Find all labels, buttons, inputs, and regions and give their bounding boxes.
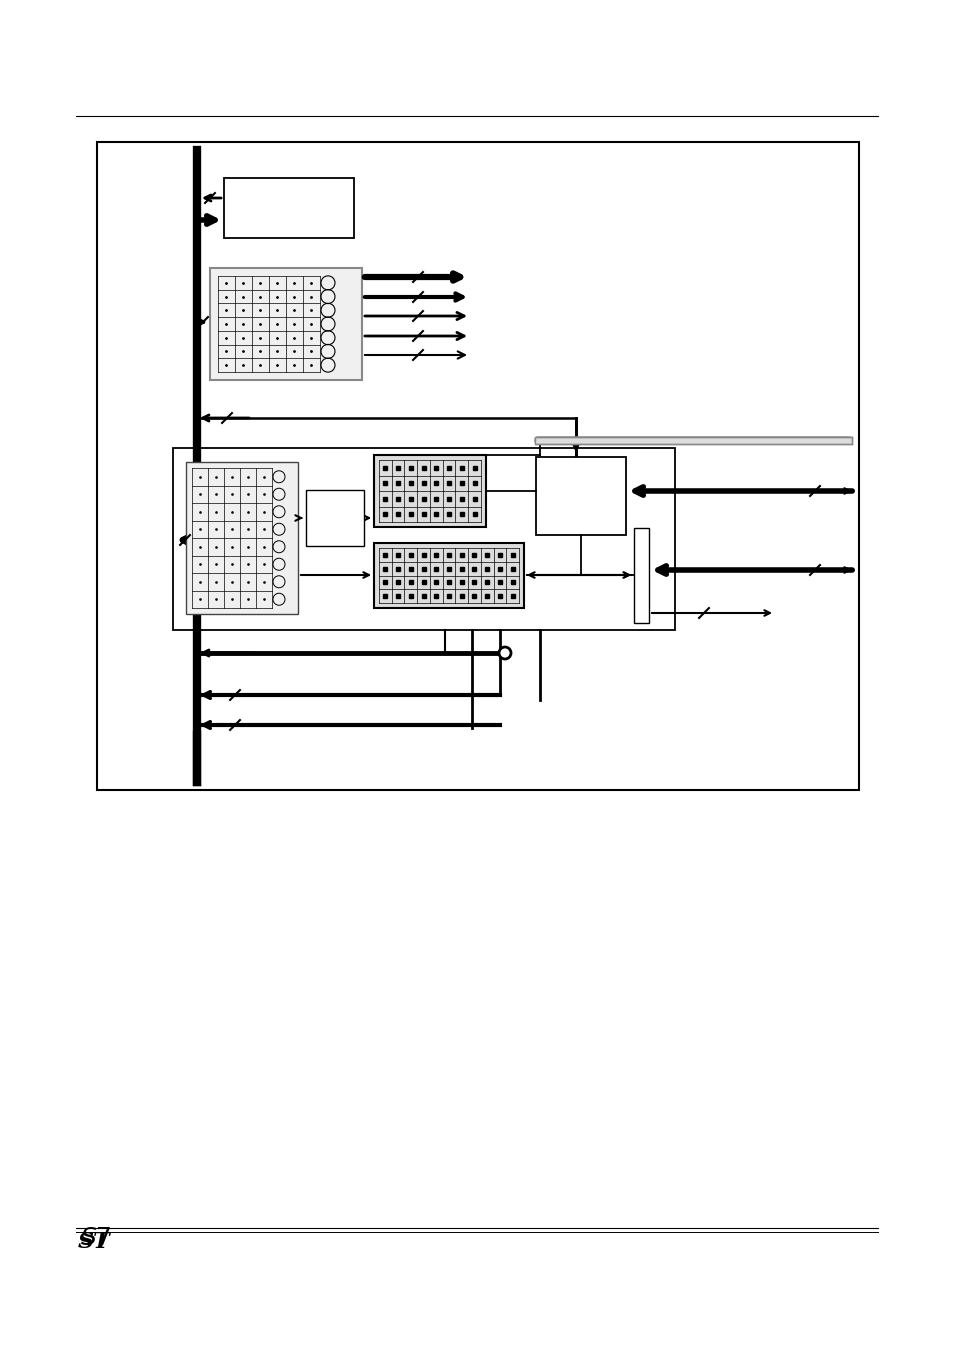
Bar bbox=[224, 178, 354, 238]
Circle shape bbox=[498, 647, 511, 659]
Text: $\mathbf{\it{S7}}$: $\mathbf{\it{S7}}$ bbox=[80, 1225, 112, 1250]
Bar bbox=[186, 462, 297, 613]
Bar bbox=[634, 528, 648, 623]
Bar bbox=[374, 543, 523, 608]
Bar bbox=[306, 490, 364, 546]
Bar bbox=[374, 455, 485, 527]
Bar bbox=[536, 457, 625, 535]
Bar bbox=[535, 436, 851, 444]
Bar bbox=[172, 449, 675, 630]
FancyBboxPatch shape bbox=[535, 436, 851, 444]
Bar bbox=[97, 142, 858, 790]
Bar bbox=[210, 267, 361, 380]
Text: ST: ST bbox=[78, 1231, 111, 1252]
